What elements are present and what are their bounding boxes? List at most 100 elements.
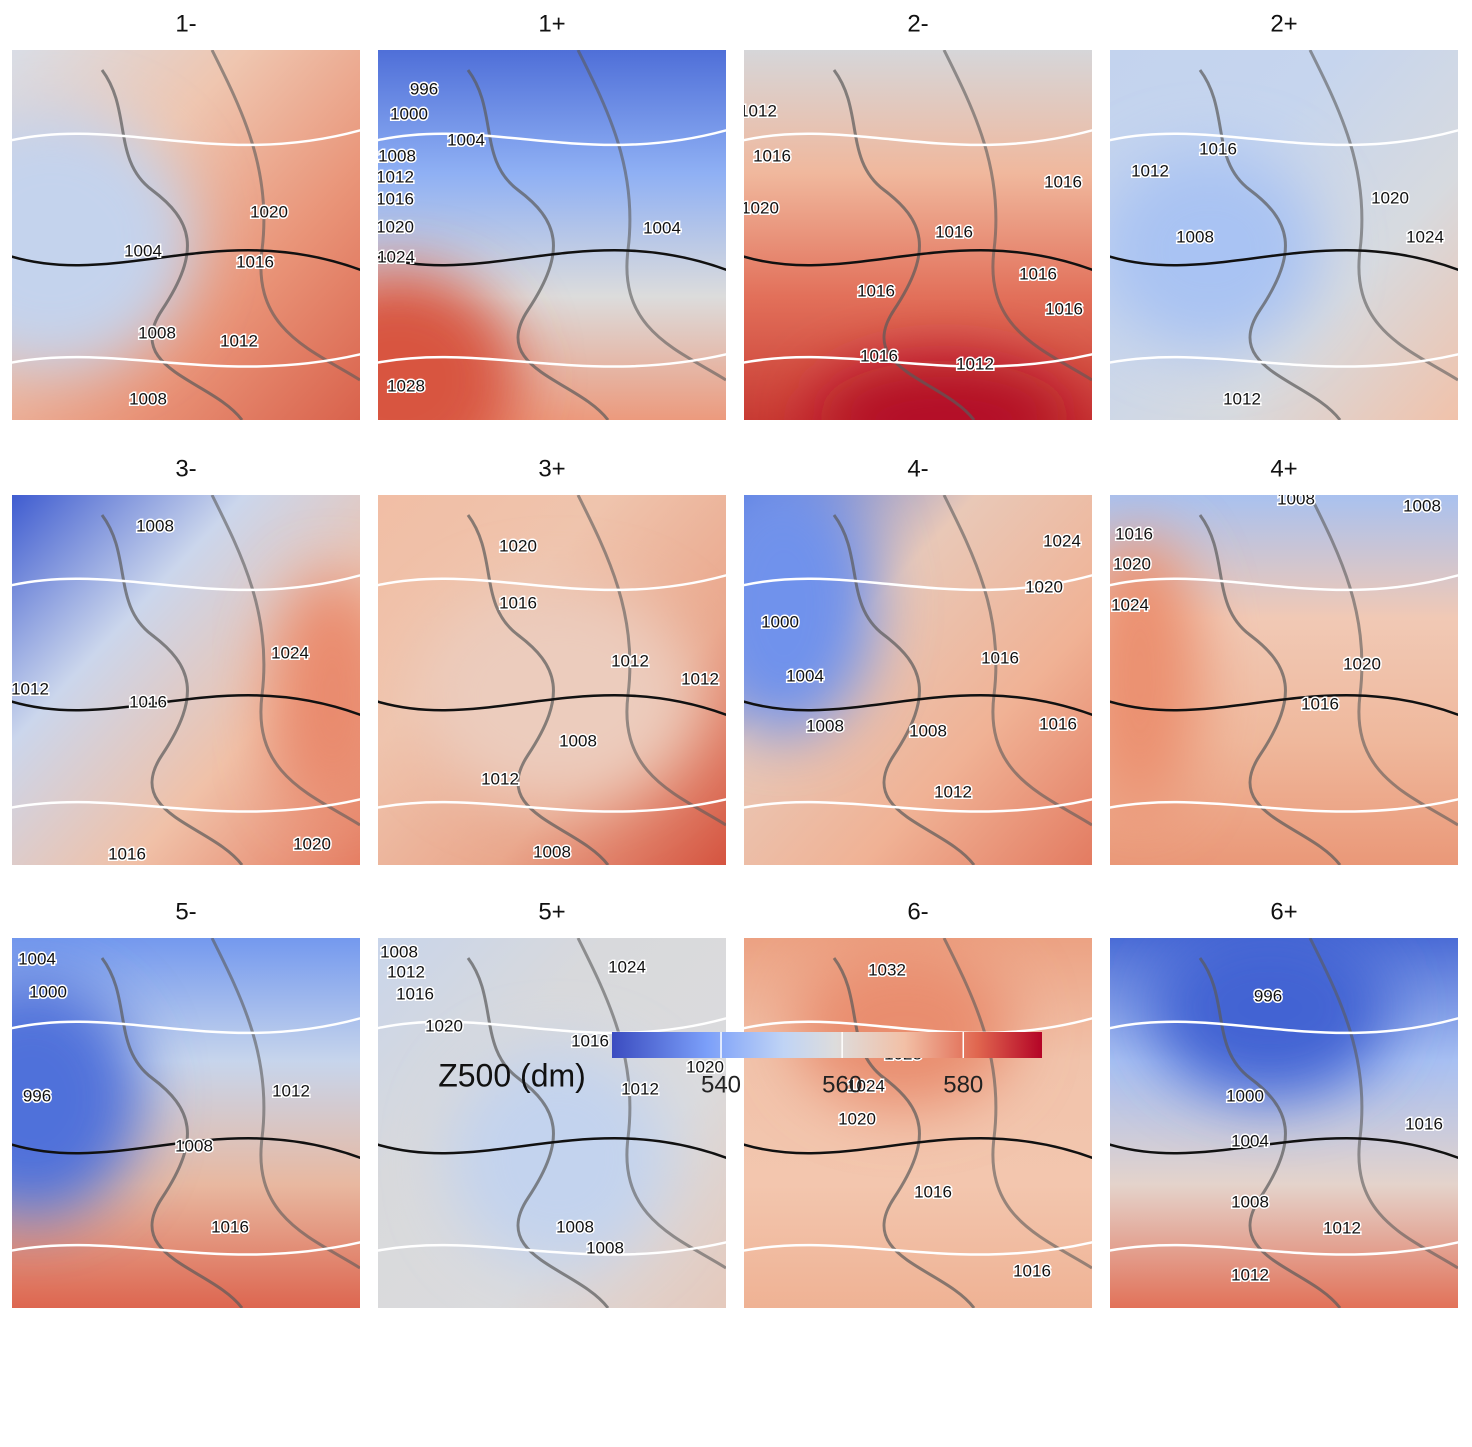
contour-label: 1012 (481, 769, 519, 788)
contour-label: 1012 (739, 101, 777, 120)
contour-label: 1008 (559, 731, 597, 750)
map-panel: 1004 1000 996 1012 1008 1016 (12, 938, 360, 1308)
isoline (378, 694, 726, 717)
isoline (378, 128, 726, 147)
isoline (744, 249, 1092, 272)
contour-label: 1008 (1277, 489, 1315, 508)
isoline (378, 1137, 726, 1160)
isoline (744, 573, 1092, 592)
contour-label: 1016 (981, 648, 1019, 667)
contour-label: 1020 (1113, 554, 1151, 573)
field-blob (1150, 938, 1390, 1098)
field-blob (12, 110, 192, 370)
isoline (12, 797, 360, 813)
contour-label: 1008 (129, 389, 167, 408)
colorbar-tick-label: 560 (822, 1071, 862, 1098)
map-body: 1004 1000 996 1012 1008 1016 (12, 938, 360, 1308)
isoline (1110, 1137, 1458, 1160)
contour-label: 1008 (378, 146, 416, 165)
contour-label: 1000 (29, 982, 67, 1001)
contour-label: 1012 (11, 679, 49, 698)
colorbar-tick-label: 540 (701, 1071, 741, 1098)
contour-label: 1000 (390, 104, 428, 123)
panel-title: 2+ (1270, 10, 1297, 37)
contour-label: 1032 (868, 960, 906, 979)
contour-label: 1016 (1013, 1261, 1051, 1280)
contour-label: 1016 (376, 189, 414, 208)
contour-label: 1020 (1025, 577, 1063, 596)
contour-label: 1012 (934, 782, 972, 801)
contour-label: 996 (23, 1086, 51, 1105)
isoline (744, 1137, 1092, 1160)
panel-title: 2- (907, 10, 928, 37)
contour-label: 1016 (857, 281, 895, 300)
map-panel: 996 1000 1016 1004 1008 1012 1012 (1110, 938, 1458, 1308)
contour-label: 1024 (1111, 595, 1149, 614)
map-panel: 1024 1020 1000 1016 1004 1016 1008 1008 1012 (744, 495, 1092, 865)
panel-title: 5+ (538, 898, 565, 925)
contour-label: 1024 (847, 1076, 885, 1095)
isoline (12, 1016, 360, 1035)
isoline (744, 1016, 1092, 1035)
isoline (378, 352, 726, 368)
map-body: 1020 1016 1012 1012 1008 1012 1008 (378, 495, 726, 865)
field-blob (448, 1048, 668, 1268)
panel-title: 6- (907, 898, 928, 925)
map-panel: 1020 1016 1012 1012 1008 1012 1008 (378, 495, 726, 865)
isoline (12, 249, 360, 272)
isoline (12, 694, 360, 717)
contour-label: 1016 (935, 222, 973, 241)
contour-label: 1020 (838, 1109, 876, 1128)
contour-label: 1020 (1343, 654, 1381, 673)
contour-label: 1000 (761, 612, 799, 631)
map-panel: 996 1000 1004 1008 1012 1016 1020 1024 1004 1028 (376, 50, 726, 420)
contour-label: 1008 (533, 842, 571, 861)
isoline (1110, 1016, 1458, 1035)
panel-title: 4- (907, 455, 928, 482)
field-blob (378, 270, 518, 420)
contour-label: 1012 (1323, 1218, 1361, 1237)
contour-label: 1024 (608, 957, 646, 976)
contour-label: 1004 (447, 130, 485, 149)
contour-label: 1008 (1231, 1192, 1269, 1211)
contour-label: 1016 (914, 1182, 952, 1201)
field-blob (418, 585, 698, 805)
isoline (1110, 352, 1458, 368)
isoline (1110, 797, 1458, 813)
contour-label: 996 (1254, 986, 1282, 1005)
contour-label: 1016 (1115, 524, 1153, 543)
contour-label: 1016 (1044, 172, 1082, 191)
contour-label: 1012 (387, 962, 425, 981)
isoline (378, 573, 726, 592)
contour-label: 1004 (643, 218, 681, 237)
isoline (378, 1016, 726, 1035)
map-panel: 1016 1012 1020 1008 1024 1012 (1110, 50, 1458, 420)
map-panel: 1008 1008 1016 1020 1024 1020 1016 (1110, 489, 1458, 865)
panel-title: 6+ (1270, 898, 1297, 925)
map-panel: 103210281024102010161016 (744, 938, 1092, 1308)
isoline (744, 1240, 1092, 1256)
panel-title: 1- (175, 10, 196, 37)
contour-label: 1024 (271, 643, 309, 662)
colorbar-label: Z500 (dm) (438, 1057, 586, 1093)
field-blob (272, 575, 360, 815)
contour-label: 1012 (220, 331, 258, 350)
panel-title: 5- (175, 898, 196, 925)
isoline (744, 128, 1092, 147)
contour-label: 1012 (1223, 389, 1261, 408)
contour-label: 1004 (124, 241, 162, 260)
map-body: 996 1000 1016 1004 1008 1012 1012 (1110, 938, 1458, 1308)
field-blob (814, 360, 1074, 420)
contour-label: 1016 (860, 346, 898, 365)
map-body: 1008 1024 1016 1012 1020 1016 (11, 495, 360, 865)
contour-label: 1016 (571, 1031, 609, 1050)
contour-label: 1012 (611, 651, 649, 670)
isoline (1110, 1240, 1458, 1256)
contour-label: 1008 (556, 1217, 594, 1236)
isoline (378, 797, 726, 813)
contour-label: 1020 (376, 217, 414, 236)
field-blob (1110, 535, 1200, 815)
contour-label: 1008 (586, 1238, 624, 1257)
map-body: 1004 1020 1016 1008 1012 1008 (12, 50, 360, 420)
